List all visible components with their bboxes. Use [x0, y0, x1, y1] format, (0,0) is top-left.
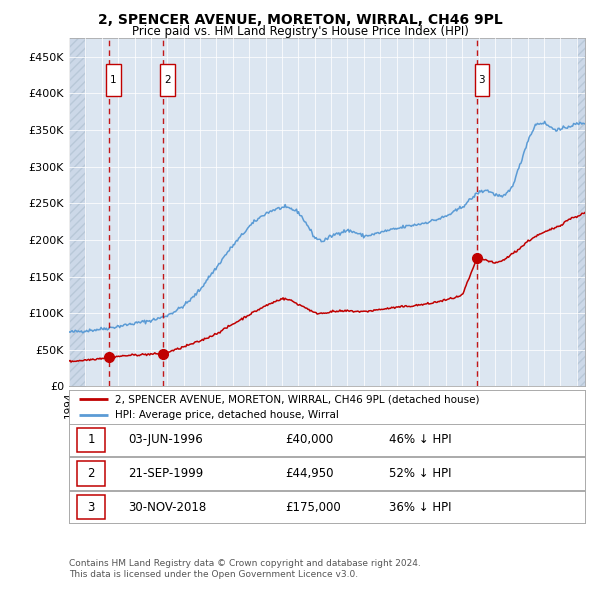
Text: 2: 2 — [164, 75, 170, 85]
Text: HPI: Average price, detached house, Wirral: HPI: Average price, detached house, Wirr… — [115, 410, 340, 420]
Text: 1: 1 — [87, 433, 95, 447]
Text: £175,000: £175,000 — [286, 500, 341, 514]
Text: 2: 2 — [87, 467, 95, 480]
Text: 03-JUN-1996: 03-JUN-1996 — [128, 433, 203, 447]
Text: 46% ↓ HPI: 46% ↓ HPI — [389, 433, 452, 447]
Text: 21-SEP-1999: 21-SEP-1999 — [128, 467, 203, 480]
Text: Price paid vs. HM Land Registry's House Price Index (HPI): Price paid vs. HM Land Registry's House … — [131, 25, 469, 38]
FancyBboxPatch shape — [77, 461, 105, 486]
Text: 1: 1 — [110, 75, 116, 85]
FancyBboxPatch shape — [475, 64, 489, 96]
FancyBboxPatch shape — [77, 428, 105, 452]
FancyBboxPatch shape — [160, 64, 175, 96]
Text: 2, SPENCER AVENUE, MORETON, WIRRAL, CH46 9PL (detached house): 2, SPENCER AVENUE, MORETON, WIRRAL, CH46… — [115, 394, 480, 404]
Text: 36% ↓ HPI: 36% ↓ HPI — [389, 500, 451, 514]
Text: Contains HM Land Registry data © Crown copyright and database right 2024.
This d: Contains HM Land Registry data © Crown c… — [69, 559, 421, 579]
FancyBboxPatch shape — [77, 495, 105, 519]
Text: £40,000: £40,000 — [286, 433, 334, 447]
Text: 30-NOV-2018: 30-NOV-2018 — [128, 500, 206, 514]
FancyBboxPatch shape — [106, 64, 121, 96]
Text: 52% ↓ HPI: 52% ↓ HPI — [389, 467, 451, 480]
Text: 2, SPENCER AVENUE, MORETON, WIRRAL, CH46 9PL: 2, SPENCER AVENUE, MORETON, WIRRAL, CH46… — [98, 13, 502, 27]
Text: £44,950: £44,950 — [286, 467, 334, 480]
Text: 3: 3 — [87, 500, 95, 514]
Text: 3: 3 — [479, 75, 485, 85]
